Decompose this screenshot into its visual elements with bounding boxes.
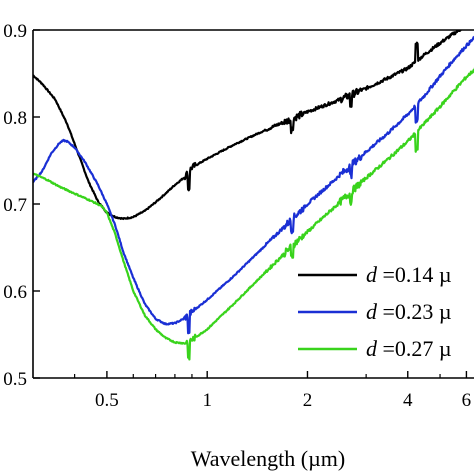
y-tick-label: 0.6	[3, 282, 27, 303]
y-tick-label: 0.7	[3, 195, 27, 216]
tick-labels: 0.5 1 2 4 6 0.5 0.6 0.7 0.8 0.9	[3, 21, 471, 411]
legend-label-2: d =0.23 µ	[366, 299, 452, 324]
plot-series	[33, 30, 474, 361]
y-tick-label: 0.5	[3, 369, 27, 390]
x-axis-title: Wavelength (µm)	[191, 446, 345, 471]
y-tick-label: 0.9	[3, 21, 27, 42]
series-line-3	[33, 67, 474, 361]
axes	[32, 29, 474, 379]
x-tick-label: 4	[403, 390, 413, 411]
legend-label-1: d =0.14 µ	[366, 262, 452, 287]
x-tick-label: 6	[462, 390, 472, 411]
y-tick-label: 0.8	[3, 108, 27, 129]
legend: d =0.14 µ d =0.23 µ d =0.27 µ	[298, 262, 452, 361]
x-tick-label: 0.5	[95, 390, 119, 411]
series-line-2	[33, 35, 474, 335]
x-tick-label: 2	[303, 390, 313, 411]
x-tick-label: 1	[202, 390, 212, 411]
legend-label-3: d =0.27 µ	[366, 336, 452, 361]
